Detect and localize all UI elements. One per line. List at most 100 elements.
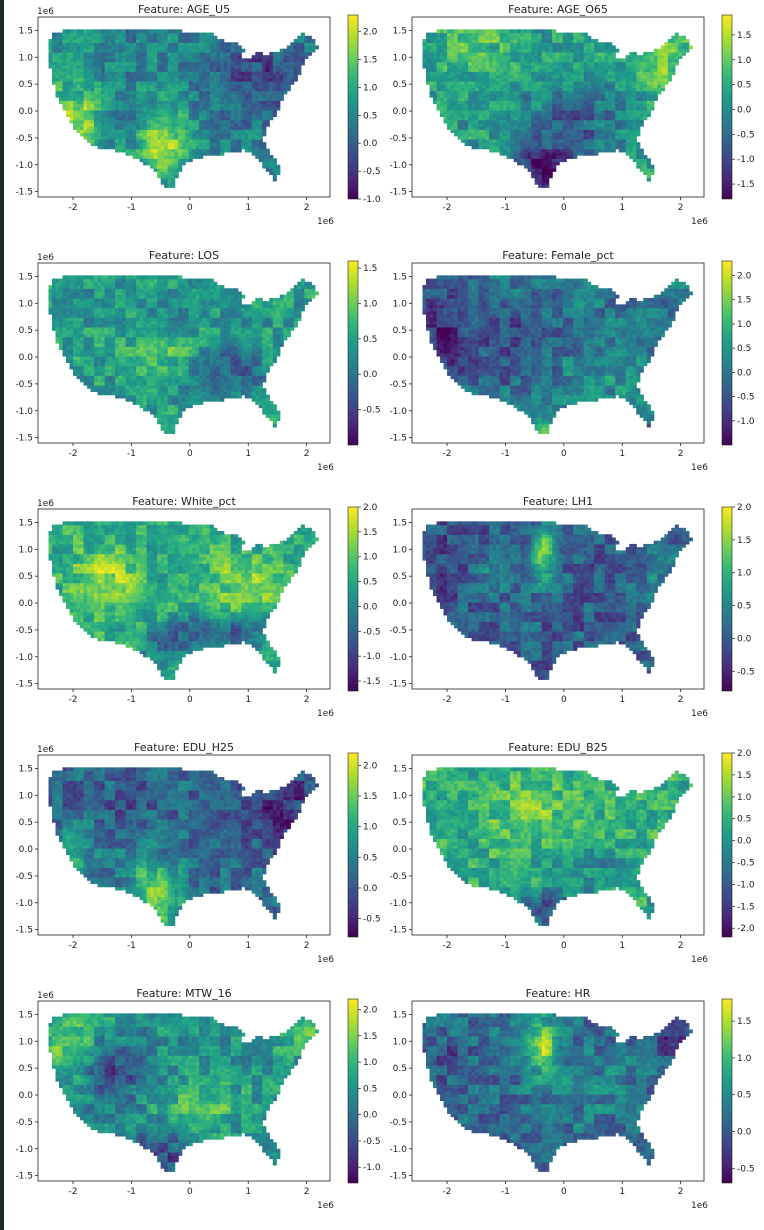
county-cell <box>678 48 683 53</box>
county-cell <box>510 103 515 108</box>
county-cell <box>552 155 557 159</box>
county-cell <box>552 68 557 72</box>
county-cell <box>83 64 88 69</box>
county-cell <box>286 80 291 85</box>
county-cell <box>150 90 155 95</box>
county-cell <box>517 48 522 53</box>
county-cell <box>524 58 529 63</box>
county-cell <box>150 74 155 79</box>
county-cell <box>174 77 179 82</box>
county-cell <box>220 106 225 111</box>
county-cell <box>269 93 274 98</box>
county-cell <box>625 93 630 98</box>
county-cell <box>139 84 144 88</box>
county-cell <box>223 122 228 127</box>
x-tick-label: -2 <box>69 203 78 213</box>
county-cell <box>569 135 574 140</box>
county-cell <box>258 106 263 111</box>
county-cell <box>457 58 462 63</box>
county-cell <box>143 87 148 92</box>
county-cell <box>650 71 655 76</box>
county-cell <box>461 51 466 56</box>
county-cell <box>248 77 253 82</box>
county-cell <box>164 426 169 431</box>
county-cell <box>125 90 130 95</box>
county-cell <box>650 68 655 72</box>
county-cell <box>192 155 197 159</box>
county-cell <box>583 74 588 79</box>
county-cell <box>447 84 452 88</box>
county-cell <box>265 164 270 169</box>
county-cell <box>195 155 200 159</box>
county-cell <box>181 51 186 56</box>
county-cell <box>573 45 578 50</box>
county-cell <box>206 113 211 117</box>
county-cell <box>503 48 508 53</box>
county-cell <box>101 138 106 143</box>
county-cell <box>573 116 578 121</box>
county-cell <box>178 100 183 105</box>
county-cell <box>520 138 525 143</box>
county-cell <box>587 68 592 72</box>
county-cell <box>450 122 455 127</box>
county-cell <box>279 58 284 63</box>
county-cell <box>290 77 295 82</box>
county-cell <box>174 71 179 76</box>
county-cell <box>122 48 127 53</box>
county-cell <box>150 135 155 140</box>
county-cell <box>643 97 648 101</box>
county-cell <box>583 126 588 130</box>
county-cell <box>164 177 169 182</box>
county-cell <box>202 80 207 85</box>
county-cell <box>625 97 630 101</box>
county-cell <box>471 84 476 88</box>
county-cell <box>181 151 186 156</box>
county-cell <box>255 93 260 98</box>
county-cell <box>531 74 536 79</box>
county-cell <box>657 84 662 88</box>
county-cell <box>632 106 637 111</box>
county-cell <box>132 103 137 108</box>
county-cell <box>541 135 546 140</box>
county-cell <box>90 119 95 124</box>
county-cell <box>653 74 658 79</box>
county-cell <box>262 129 267 134</box>
county-cell <box>181 68 186 72</box>
county-cell <box>664 77 669 82</box>
county-cell <box>248 80 253 85</box>
county-cell <box>492 97 497 101</box>
county-cell <box>213 84 218 88</box>
county-cell <box>555 55 560 59</box>
county-cell <box>118 80 123 85</box>
county-cell <box>485 145 490 150</box>
county-cell <box>552 135 557 140</box>
county-cell <box>636 84 641 88</box>
county-cell <box>66 39 71 43</box>
county-cell <box>146 87 151 92</box>
county-cell <box>489 68 494 72</box>
county-cell <box>143 42 148 47</box>
county-cell <box>629 151 634 156</box>
county-cell <box>258 155 263 159</box>
county-cell <box>167 39 172 43</box>
county-cell <box>136 116 141 121</box>
county-cell <box>548 174 553 179</box>
county-cell <box>657 58 662 63</box>
county-cell <box>506 119 511 124</box>
county-cell <box>534 138 539 143</box>
county-cell <box>251 103 256 108</box>
county-cell <box>629 68 634 72</box>
county-cell <box>143 58 148 63</box>
county-cell <box>265 74 270 79</box>
county-cell <box>220 151 225 156</box>
county-cell <box>185 119 190 124</box>
county-cell <box>650 55 655 59</box>
county-cell <box>461 61 466 66</box>
county-cell <box>122 129 127 134</box>
county-cell <box>83 113 88 117</box>
county-cell <box>108 145 113 150</box>
county-cell <box>576 116 581 121</box>
county-cell <box>230 148 235 153</box>
county-cell <box>555 51 560 56</box>
county-cell <box>188 74 193 79</box>
